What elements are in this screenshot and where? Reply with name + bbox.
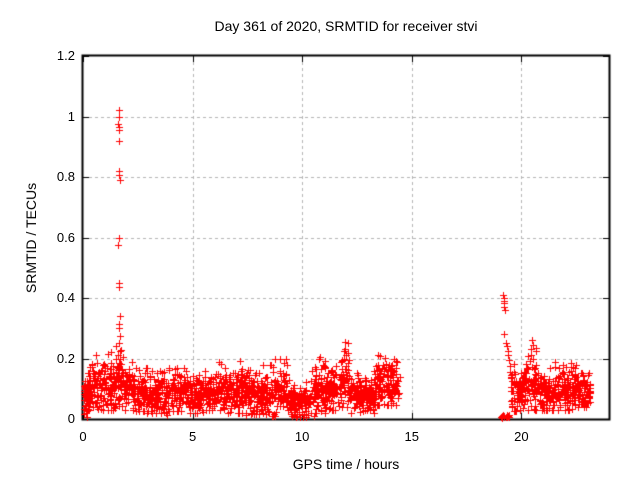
x-tick-label: 10 (294, 429, 310, 444)
y-tick-label: 0.4 (56, 290, 75, 305)
y-tick-label: 0 (67, 411, 75, 426)
y-tick-label: 0.2 (56, 350, 75, 366)
y-tick-label: 1 (67, 108, 75, 124)
x-tick-label: 5 (188, 429, 197, 444)
x-tick-label: 20 (514, 429, 529, 444)
y-tick-label: 1.2 (56, 48, 75, 63)
y-tick-label: 0.8 (56, 169, 75, 184)
x-tick-label: 0 (79, 429, 87, 444)
x-axis-title: GPS time / hours (292, 456, 400, 472)
chart-title: Day 361 of 2020, SRMTID for receiver stv… (214, 18, 478, 34)
x-tick-label: 15 (404, 429, 419, 444)
y-tick-label: 0.6 (56, 229, 75, 245)
